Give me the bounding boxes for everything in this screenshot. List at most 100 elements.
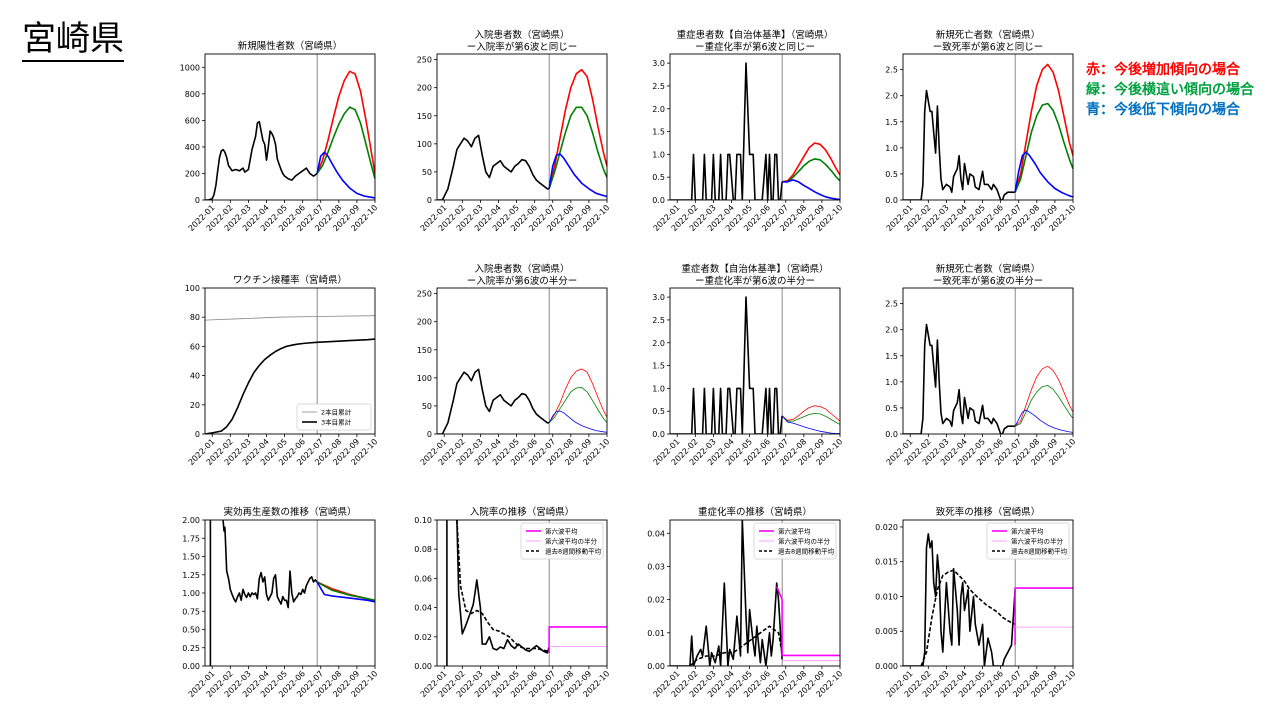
y-tick-label: 0.0	[885, 430, 898, 439]
series-line-1	[437, 134, 550, 200]
series-line-4	[548, 626, 607, 653]
series-line-4	[548, 153, 607, 198]
y-tick-label: 2.5	[885, 300, 898, 309]
y-tick-label: 0.5	[652, 407, 665, 416]
y-tick-label: 0.01	[647, 629, 665, 638]
y-tick-label: 2.00	[182, 516, 200, 525]
chart-subtitle: ー重症化率が第6波の半分ー	[695, 275, 815, 287]
series-line-3	[548, 106, 607, 190]
y-tick-label: 0.06	[414, 574, 432, 583]
y-tick-label: 1.5	[885, 118, 898, 127]
series-group	[670, 62, 840, 200]
plot-frame	[669, 53, 841, 201]
y-tick-label: 0.04	[647, 529, 665, 538]
chart-subtitle: ー致死率が第6波の半分ー	[933, 275, 1044, 287]
y-tick-label: 2.0	[885, 326, 898, 335]
series-group	[446, 520, 607, 666]
chart-title: 致死率の推移（宮崎県）	[936, 506, 1041, 518]
y-tick-label: 50	[422, 402, 432, 411]
chart-title: 新規死亡者数（宮崎県）	[936, 29, 1041, 41]
legend-box	[986, 522, 1070, 560]
chart-title: 重症患者数【自治体基準】（宮崎県）	[677, 29, 834, 41]
y-tick-label: 0.10	[414, 516, 432, 525]
chart-subtitle: ー重症化率が第6波と同じー	[695, 41, 815, 53]
y-tick-label: 0.50	[182, 626, 200, 635]
series-group	[437, 368, 607, 434]
series-line-3	[782, 158, 840, 183]
series-line-3	[1014, 385, 1073, 427]
chart-6: 入院患者数（宮崎県）ー入院率が第6波の半分ー050100150200250202…	[417, 263, 612, 467]
series-line-4	[1014, 409, 1073, 433]
series-line-4	[781, 415, 840, 434]
y-tick-label: 0.75	[182, 607, 200, 616]
series-group	[903, 323, 1073, 434]
chart-title: 重症化率の推移（宮崎県）	[698, 506, 812, 518]
chart-4: 新規死亡者数（宮崎県）ー致死率が第6波と同じー 0.0 0.5 1.0 1.5 2.0 2.…	[885, 29, 1078, 233]
scenario-legend-red: 赤：今後増加傾向の場合	[1086, 62, 1240, 78]
y-tick-label: 0	[427, 196, 432, 205]
series-line-3	[1014, 587, 1073, 646]
y-tick-label: 2.0	[652, 105, 665, 114]
series-line-2	[222, 520, 318, 609]
y-tick-label: 1.0	[885, 144, 898, 153]
series-line-3	[1014, 102, 1073, 193]
series-line-1	[903, 89, 1016, 200]
y-tick-label: 100	[417, 374, 432, 383]
plot-frame	[902, 287, 1074, 435]
series-line-1	[903, 323, 1016, 434]
scenario-legend-blue: 青：今後低下傾向の場合	[1086, 102, 1240, 118]
series-line-4	[548, 410, 607, 433]
y-tick-label: 1.5	[652, 128, 665, 137]
series-line-4	[1014, 151, 1073, 198]
y-tick-label: 1.50	[182, 553, 200, 562]
y-tick-label: 0.08	[414, 545, 432, 554]
y-tick-label: 80	[190, 313, 200, 322]
series-line-1	[670, 520, 783, 666]
y-tick-label: 0.02	[647, 596, 665, 605]
chart-3: 重症患者数【自治体基準】（宮崎県）ー重症化率が第6波と同じー 0.0 0.5 1.0 1…	[652, 29, 845, 233]
y-tick-label: 20	[190, 401, 200, 410]
y-tick-label: 0	[195, 196, 200, 205]
legend-label: 過去8週間移動平均	[1011, 547, 1068, 556]
series-line-2	[205, 338, 375, 434]
y-tick-label: 3.0	[652, 59, 665, 68]
series-group	[903, 63, 1073, 200]
series-line-1	[670, 296, 783, 434]
y-tick-label: 0.03	[647, 562, 665, 571]
y-tick-label: 200	[185, 169, 200, 178]
y-tick-label: 0.04	[414, 604, 432, 613]
y-tick-label: 1.5	[885, 352, 898, 361]
chart-5: ワクチン接種率（宮崎県）0204060801002022-012022-0220…	[185, 274, 380, 467]
chart-title: 新規陽性者数（宮崎県）	[238, 40, 343, 52]
series-line-2	[1014, 365, 1073, 427]
chart-title: 入院患者数（宮崎県）	[474, 263, 569, 275]
chart-title: 実効再生産数の推移（宮崎県）	[223, 506, 356, 518]
y-tick-label: 150	[417, 112, 432, 121]
plot-frame	[902, 519, 1074, 667]
scenario-legend: 赤：今後増加傾向の場合 緑：今後横這い傾向の場合 青：今後低下傾向の場合	[1086, 60, 1254, 120]
y-tick-label: 0.02	[414, 633, 432, 642]
plot-frame	[436, 519, 608, 667]
series-line-1	[670, 62, 783, 200]
y-tick-label: 0	[427, 430, 432, 439]
y-tick-label: 1.75	[182, 534, 200, 543]
legend-label: 過去8週間移動平均	[545, 547, 602, 556]
series-group	[670, 520, 840, 666]
series-line-3	[548, 386, 607, 424]
y-tick-label: 0.020	[875, 523, 898, 532]
series-line-4	[316, 151, 375, 199]
chart-subtitle: ー入院率が第6波と同じー	[467, 41, 578, 53]
series-group	[205, 70, 375, 200]
y-tick-label: 2.5	[885, 66, 898, 75]
y-tick-label: 50	[422, 168, 432, 177]
series-line-2	[781, 142, 840, 183]
series-line-3	[781, 413, 840, 425]
chart-title: 入院患者数（宮崎県）	[474, 29, 569, 41]
y-tick-label: 3.0	[652, 293, 665, 302]
series-line-4	[782, 179, 840, 200]
y-tick-label: 150	[417, 346, 432, 355]
plot-frame	[902, 53, 1074, 201]
